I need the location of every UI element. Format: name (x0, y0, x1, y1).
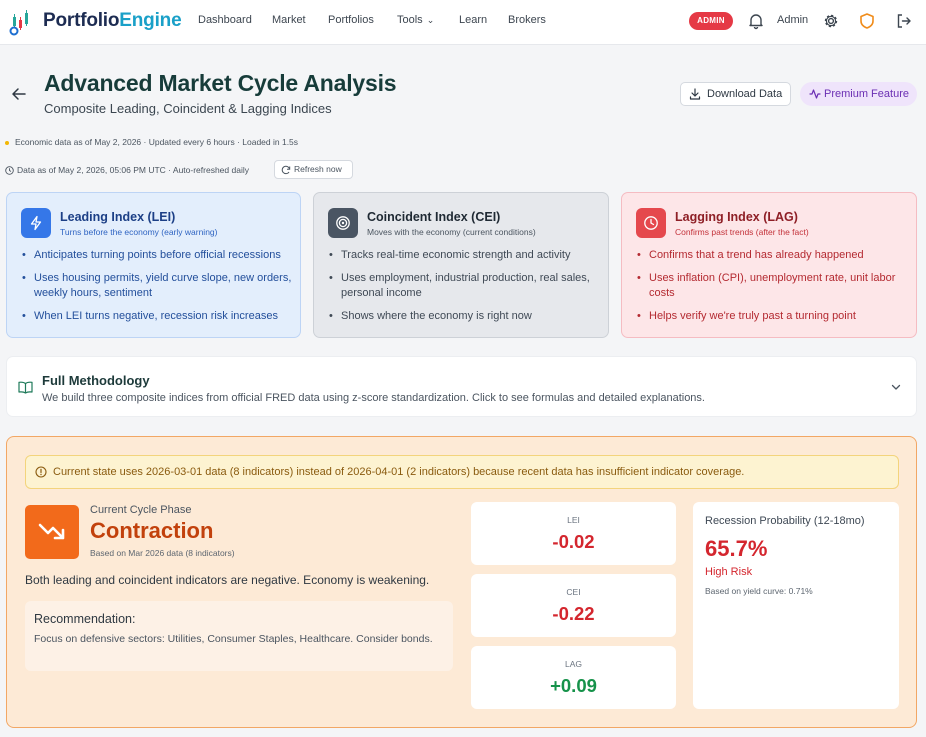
activity-icon (809, 89, 821, 99)
admin-badge: ADMIN (689, 12, 733, 30)
recommendation-text: Focus on defensive sectors: Utilities, C… (34, 633, 433, 645)
trend-down-icon (25, 505, 79, 559)
economic-data-status: Economic data as of May 2, 2026 · Update… (5, 137, 298, 147)
card-subtitle: Confirms past trends (after the fact) (675, 227, 809, 237)
recommendation-box: Recommendation: Focus on defensive secto… (25, 601, 453, 671)
methodology-description: We build three composite indices from of… (42, 392, 705, 404)
premium-feature-badge[interactable]: Premium Feature (800, 82, 917, 106)
methodology-title: Full Methodology (42, 373, 150, 388)
risk-level: High Risk (705, 566, 753, 578)
recession-value: 65.7% (705, 536, 768, 561)
stat-value: +0.09 (550, 675, 597, 696)
data-timestamp: Data as of May 2, 2026, 05:06 PM UTC · A… (5, 165, 249, 175)
list-item: Anticipates turning points before offici… (21, 248, 293, 263)
nav-brokers[interactable]: Brokers (508, 14, 546, 26)
download-icon (689, 88, 701, 100)
recommendation-title: Recommendation: (34, 612, 136, 626)
lei-stat-card: LEI -0.02 (471, 502, 676, 565)
bell-icon[interactable] (747, 12, 765, 30)
list-item: Uses housing permits, yield curve slope,… (21, 271, 293, 301)
lagging-index-card: Lagging Index (LAG) Confirms past trends… (621, 192, 917, 338)
nav-tools[interactable]: Tools ⌄ (397, 14, 435, 26)
logout-icon[interactable] (895, 12, 913, 30)
info-icon (35, 466, 47, 478)
card-bullets: Tracks real-time economic strength and a… (328, 248, 600, 332)
target-icon (328, 208, 358, 238)
chevron-down-icon[interactable] (890, 381, 902, 393)
stat-value: -0.02 (552, 531, 595, 552)
user-name[interactable]: Admin (777, 14, 809, 26)
phase-data-note: Based on Mar 2026 data (8 indicators) (90, 548, 235, 558)
book-open-icon (18, 381, 33, 394)
chevron-down-icon: ⌄ (426, 15, 435, 25)
list-item: Confirms that a trend has already happen… (636, 248, 908, 263)
logo-icon[interactable] (8, 8, 38, 36)
nav-market[interactable]: Market (272, 14, 306, 26)
nav-dashboard[interactable]: Dashboard (198, 14, 252, 26)
stat-label: LAG (564, 659, 582, 669)
list-item: Uses inflation (CPI), unemployment rate,… (636, 271, 908, 301)
back-arrow-icon[interactable] (11, 86, 27, 102)
stat-value: -0.22 (552, 603, 595, 624)
card-title: Leading Index (LEI) (60, 210, 176, 224)
stat-label: CEI (566, 587, 581, 597)
lightning-icon (21, 208, 51, 238)
shield-icon[interactable] (858, 12, 876, 30)
nav-learn[interactable]: Learn (459, 14, 488, 26)
download-data-button[interactable]: Download Data (680, 82, 791, 106)
list-item: Helps verify we're truly past a turning … (636, 309, 908, 324)
refresh-now-button[interactable]: Refresh now (274, 160, 353, 179)
recession-probability-card: Recession Probability (12-18mo) 65.7% Hi… (693, 502, 899, 709)
page-subtitle: Composite Leading, Coincident & Lagging … (44, 101, 332, 116)
list-item: Uses employment, industrial production, … (328, 271, 600, 301)
list-item: Shows where the economy is right now (328, 309, 600, 324)
stat-label: LEI (567, 515, 580, 525)
clock-icon (636, 208, 666, 238)
nav-portfolios[interactable]: Portfolios (328, 14, 374, 26)
data-coverage-warning: Current state uses 2026-03-01 data (8 in… (25, 455, 899, 489)
methodology-accordion[interactable]: Full Methodology We build three composit… (6, 356, 917, 417)
yield-curve-note: Based on yield curve: 0.71% (705, 586, 813, 596)
card-bullets: Confirms that a trend has already happen… (636, 248, 908, 332)
list-item: When LEI turns negative, recession risk … (21, 309, 293, 324)
card-bullets: Anticipates turning points before offici… (21, 248, 293, 332)
download-data-label: Download Data (707, 88, 783, 100)
phase-description: Both leading and coincident indicators a… (25, 573, 430, 587)
coincident-index-card: Coincident Index (CEI) Moves with the ec… (313, 192, 609, 338)
phase-label: Current Cycle Phase (90, 504, 192, 516)
top-nav: PortfolioEngine Dashboard Market Portfol… (0, 0, 926, 45)
card-title: Lagging Index (LAG) (675, 210, 798, 224)
lag-stat-card: LAG +0.09 (471, 646, 676, 709)
card-title: Coincident Index (CEI) (367, 210, 501, 224)
cycle-phase-panel: Current state uses 2026-03-01 data (8 in… (6, 436, 917, 728)
phase-value: Contraction (90, 518, 214, 543)
clock-icon (5, 166, 14, 175)
leading-index-card: Leading Index (LEI) Turns before the eco… (6, 192, 301, 338)
recession-title: Recession Probability (12-18mo) (705, 515, 865, 527)
brand-name[interactable]: PortfolioEngine (43, 10, 182, 31)
page-title: Advanced Market Cycle Analysis (44, 70, 397, 96)
premium-feature-label: Premium Feature (824, 88, 909, 100)
cei-stat-card: CEI -0.22 (471, 574, 676, 637)
card-subtitle: Turns before the economy (early warning) (60, 227, 218, 237)
refresh-icon (281, 165, 291, 175)
gear-icon[interactable] (822, 12, 840, 30)
status-dot-icon (5, 140, 9, 145)
list-item: Tracks real-time economic strength and a… (328, 248, 600, 263)
card-subtitle: Moves with the economy (current conditio… (367, 227, 536, 237)
